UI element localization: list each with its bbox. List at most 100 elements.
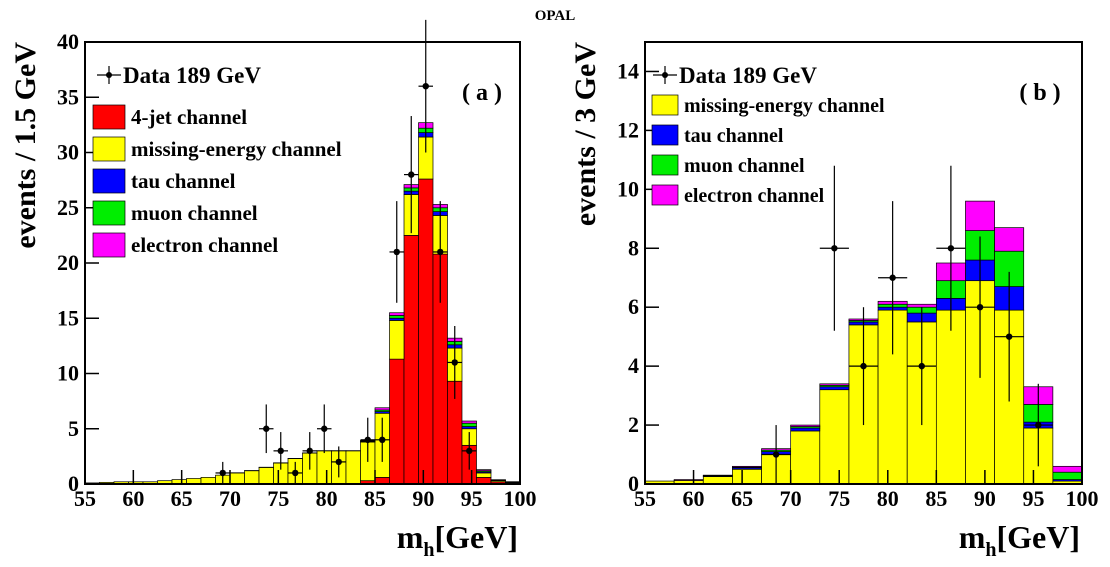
x-tick-label: 70 xyxy=(780,486,802,511)
y-tick-label: 10 xyxy=(617,176,639,201)
x-tick-label: 95 xyxy=(461,486,483,511)
y-tick-label: 6 xyxy=(628,294,639,319)
data-point xyxy=(919,363,925,369)
bar-segment xyxy=(390,359,405,484)
data-point xyxy=(365,437,371,443)
legend-marker xyxy=(662,72,668,78)
bar-segment xyxy=(462,423,477,426)
legend-item: Data 189 GeV xyxy=(97,63,261,88)
y-tick-label: 8 xyxy=(628,235,639,260)
legend-marker xyxy=(106,72,112,78)
y-tick-label: 20 xyxy=(57,250,79,275)
panel-label: ( a ) xyxy=(462,80,502,106)
bar-segment xyxy=(419,179,434,484)
legend-swatch xyxy=(652,155,678,175)
x-axis-title-unit: [GeV] xyxy=(996,519,1080,555)
x-axis-title-sub: h xyxy=(985,539,996,561)
y-tick-label: 5 xyxy=(68,416,79,441)
data-point xyxy=(394,249,400,255)
y-tick-label: 35 xyxy=(57,84,79,109)
data-point xyxy=(889,275,895,281)
bar-segment xyxy=(820,387,849,390)
bar-segment xyxy=(477,470,492,471)
data-point xyxy=(321,426,327,432)
x-tick-label: 85 xyxy=(364,486,386,511)
bar-segment xyxy=(390,313,405,316)
x-tick-label: 80 xyxy=(316,486,338,511)
y-tick-label: 25 xyxy=(57,195,79,220)
data-point xyxy=(466,448,472,454)
bar-segment xyxy=(732,466,761,467)
legend-swatch xyxy=(93,105,125,129)
bar-segment xyxy=(317,451,332,484)
legend-swatch xyxy=(93,201,125,225)
legend-item: missing-energy channel xyxy=(93,137,342,161)
x-tick-label: 90 xyxy=(974,486,996,511)
bar-segment xyxy=(703,477,732,484)
data-point xyxy=(292,470,298,476)
bar-segment xyxy=(732,469,761,484)
bar-segment xyxy=(230,473,245,484)
x-tick-label: 70 xyxy=(219,486,241,511)
data-point xyxy=(977,304,983,310)
data-point xyxy=(1035,422,1041,428)
x-axis-title: mh[GeV] xyxy=(959,519,1080,561)
legend-item: electron channel xyxy=(93,233,278,257)
x-axis-title: mh[GeV] xyxy=(397,519,518,561)
y-tick-label: 4 xyxy=(628,353,639,378)
legend-item: muon channel xyxy=(93,201,258,225)
bar-segment xyxy=(477,473,492,477)
legend-item: muon channel xyxy=(652,155,805,177)
bar-segment xyxy=(1053,466,1082,472)
bar-segment xyxy=(404,235,419,484)
x-tick-label: 55 xyxy=(74,486,96,511)
legend-swatch xyxy=(652,95,678,115)
bar-segment xyxy=(907,304,936,307)
x-axis-title-unit: [GeV] xyxy=(434,519,518,555)
bar-segment xyxy=(346,451,361,484)
data-point xyxy=(860,363,866,369)
y-axis-title: events / 1.5 GeV xyxy=(9,42,42,249)
bar-segment xyxy=(936,310,965,484)
x-tick-label: 75 xyxy=(267,486,289,511)
data-point xyxy=(1006,333,1012,339)
legend-label: muon channel xyxy=(684,155,805,177)
y-tick-label: 12 xyxy=(617,117,639,142)
y-tick-label: 40 xyxy=(57,29,79,54)
data-point xyxy=(831,245,837,251)
bar-segment xyxy=(462,421,477,423)
data-point xyxy=(263,426,269,432)
data-point xyxy=(408,171,414,177)
bar-segment xyxy=(390,315,405,318)
legend-swatch xyxy=(652,125,678,145)
data-point xyxy=(773,451,779,457)
data-point xyxy=(220,470,226,476)
bar-segment xyxy=(965,201,994,230)
legend-label: missing-energy channel xyxy=(684,95,885,117)
bar-segment xyxy=(791,428,820,431)
bar-segment xyxy=(1053,472,1082,479)
bar-segment xyxy=(674,480,703,481)
legend-item: electron channel xyxy=(652,185,825,207)
legend-label: 4-jet channel xyxy=(131,105,247,129)
bar-segment xyxy=(245,471,260,484)
bar-segment xyxy=(820,390,849,484)
panel-label: ( b ) xyxy=(1019,80,1060,106)
x-tick-label: 55 xyxy=(634,486,656,511)
data-point xyxy=(278,448,284,454)
legend-item: Data 189 GeV xyxy=(653,63,817,88)
y-tick-label: 15 xyxy=(57,305,79,330)
data-point xyxy=(452,359,458,365)
x-tick-label: 60 xyxy=(683,486,705,511)
data-point xyxy=(379,437,385,443)
y-tick-label: 2 xyxy=(628,412,639,437)
legend-label: missing-energy channel xyxy=(131,137,342,161)
x-tick-label: 90 xyxy=(412,486,434,511)
data-point xyxy=(307,448,313,454)
legend-item: missing-energy channel xyxy=(652,95,885,117)
data-point xyxy=(948,245,954,251)
legend-label: tau channel xyxy=(131,169,236,193)
x-tick-label: 65 xyxy=(731,486,753,511)
x-tick-label: 80 xyxy=(877,486,899,511)
